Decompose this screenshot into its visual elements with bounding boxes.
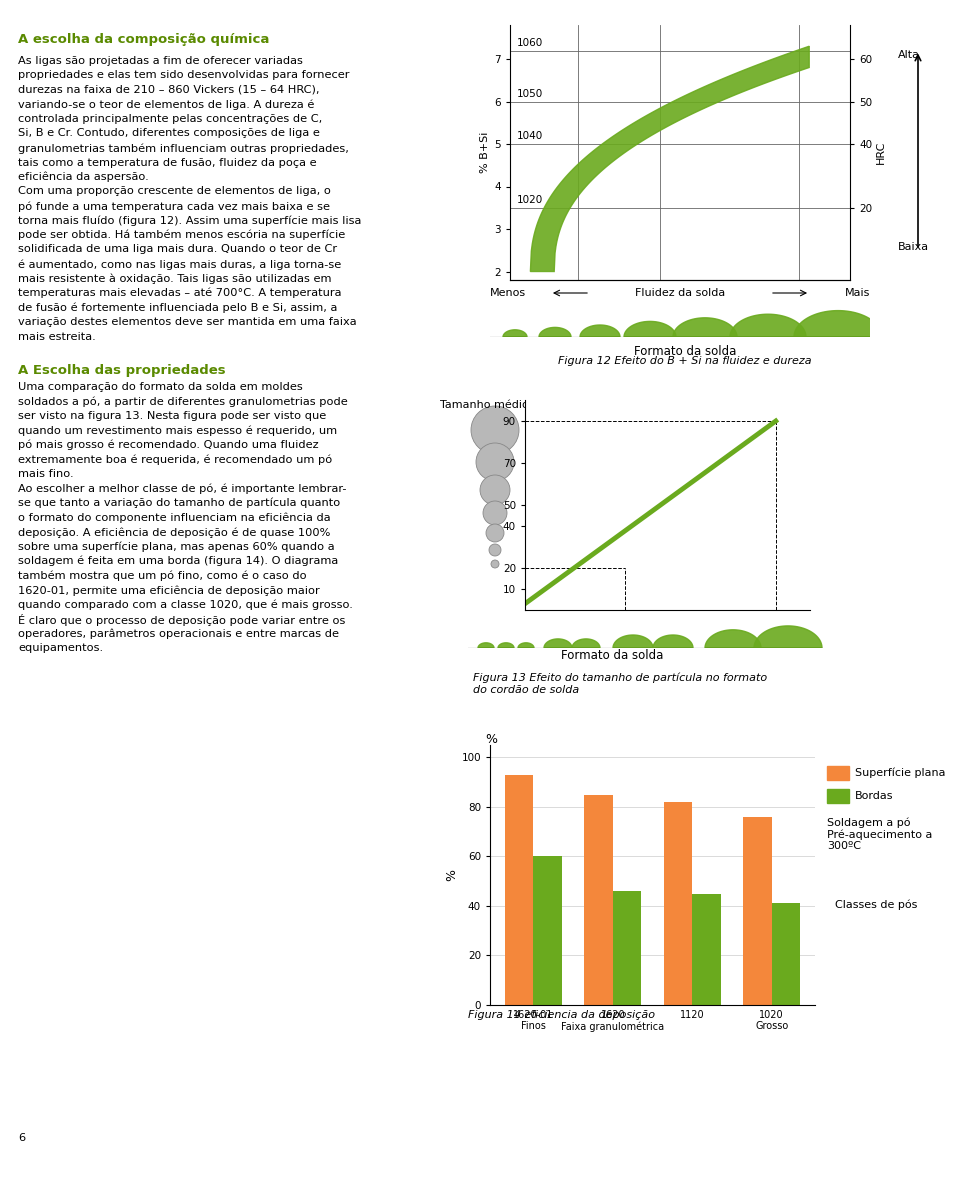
Polygon shape bbox=[580, 325, 620, 337]
Text: solidificada de uma liga mais dura. Quando o teor de Cr: solidificada de uma liga mais dura. Quan… bbox=[18, 244, 337, 254]
Text: pó funde a uma temperatura cada vez mais baixa e se: pó funde a uma temperatura cada vez mais… bbox=[18, 201, 330, 211]
Text: eficiência da aspersão.: eficiência da aspersão. bbox=[18, 172, 149, 183]
Text: soldados a pó, a partir de diferentes granulometrias pode: soldados a pó, a partir de diferentes gr… bbox=[18, 397, 348, 407]
Circle shape bbox=[489, 544, 501, 556]
Text: Mais: Mais bbox=[845, 288, 870, 298]
Polygon shape bbox=[624, 321, 676, 337]
Text: o formato do componente influenciam na eficiência da: o formato do componente influenciam na e… bbox=[18, 513, 330, 523]
Text: variando-se o teor de elementos de liga. A dureza é: variando-se o teor de elementos de liga.… bbox=[18, 99, 314, 110]
Y-axis label: HRC: HRC bbox=[876, 141, 886, 164]
Text: quando um revestimento mais espesso é requerido, um: quando um revestimento mais espesso é re… bbox=[18, 425, 337, 436]
Text: 6: 6 bbox=[18, 1133, 25, 1143]
Text: %: % bbox=[485, 733, 497, 746]
Text: 1050: 1050 bbox=[516, 89, 543, 99]
Text: A Escolha das propriedades: A Escolha das propriedades bbox=[18, 364, 226, 377]
Text: granulometrias também influenciam outras propriedades,: granulometrias também influenciam outras… bbox=[18, 143, 348, 154]
Text: Si, B e Cr. Contudo, diferentes composições de liga e: Si, B e Cr. Contudo, diferentes composiç… bbox=[18, 129, 320, 138]
Polygon shape bbox=[539, 327, 571, 337]
Circle shape bbox=[483, 501, 507, 526]
Polygon shape bbox=[478, 642, 494, 648]
Text: pode ser obtida. Há também menos escória na superfície: pode ser obtida. Há também menos escória… bbox=[18, 230, 346, 241]
Text: temperaturas mais elevadas – até 700°C. A temperatura: temperaturas mais elevadas – até 700°C. … bbox=[18, 288, 342, 299]
Text: A escolha da composição química: A escolha da composição química bbox=[18, 33, 270, 46]
Bar bbox=[663, 802, 692, 1005]
Text: Uma comparação do formato da solda em moldes: Uma comparação do formato da solda em mo… bbox=[18, 381, 302, 392]
Text: Classes de pós: Classes de pós bbox=[835, 900, 918, 911]
Text: ser visto na figura 13. Nesta figura pode ser visto que: ser visto na figura 13. Nesta figura pod… bbox=[18, 411, 326, 420]
Text: também mostra que um pó fino, como é o caso do: também mostra que um pó fino, como é o c… bbox=[18, 570, 306, 581]
Bar bbox=[585, 795, 612, 1005]
Text: Figura 14 eficiencia da deposição: Figura 14 eficiencia da deposição bbox=[468, 1010, 655, 1020]
Text: Baixa: Baixa bbox=[898, 242, 928, 252]
Text: sobre uma superfície plana, mas apenas 60% quando a: sobre uma superfície plana, mas apenas 6… bbox=[18, 542, 335, 552]
Text: 1040: 1040 bbox=[516, 131, 543, 142]
Text: Tamanho médio μm: Tamanho médio μm bbox=[440, 400, 550, 411]
Polygon shape bbox=[544, 639, 572, 648]
Text: Soldagem a pó
Pré-aquecimento a
300ºC: Soldagem a pó Pré-aquecimento a 300ºC bbox=[827, 817, 932, 852]
Text: variação destes elementos deve ser mantida em uma faixa: variação destes elementos deve ser manti… bbox=[18, 317, 356, 327]
Text: As ligas são projetadas a fim de oferecer variadas: As ligas são projetadas a fim de oferece… bbox=[18, 56, 302, 66]
Text: Formato da solda: Formato da solda bbox=[561, 650, 663, 663]
Polygon shape bbox=[613, 635, 653, 648]
Text: Fluidez da solda: Fluidez da solda bbox=[635, 288, 725, 298]
Bar bbox=[772, 903, 801, 1005]
Circle shape bbox=[480, 475, 510, 505]
Text: Alta: Alta bbox=[898, 50, 920, 59]
Text: Bordas: Bordas bbox=[855, 791, 894, 801]
Text: controlada principalmente pelas concentrações de C,: controlada principalmente pelas concentr… bbox=[18, 115, 323, 124]
Circle shape bbox=[471, 406, 519, 454]
Polygon shape bbox=[503, 329, 527, 337]
Text: É claro que o processo de deposição pode variar entre os: É claro que o processo de deposição pode… bbox=[18, 614, 346, 626]
Text: extremamente boa é requerida, é recomendado um pó: extremamente boa é requerida, é recomend… bbox=[18, 455, 332, 465]
Text: soldagem é feita em uma borda (figura 14). O diagrama: soldagem é feita em uma borda (figura 14… bbox=[18, 556, 338, 567]
Y-axis label: %: % bbox=[445, 869, 459, 881]
Text: quando comparado com a classe 1020, que é mais grosso.: quando comparado com a classe 1020, que … bbox=[18, 600, 353, 611]
Text: 1020: 1020 bbox=[516, 195, 543, 205]
Y-axis label: % B+Si: % B+Si bbox=[480, 132, 491, 174]
Circle shape bbox=[491, 560, 499, 568]
Polygon shape bbox=[530, 46, 809, 272]
Bar bbox=[743, 817, 772, 1005]
Text: mais estreita.: mais estreita. bbox=[18, 332, 96, 341]
Polygon shape bbox=[705, 629, 761, 648]
Text: Ao escolher a melhor classe de pó, é importante lembrar-: Ao escolher a melhor classe de pó, é imp… bbox=[18, 483, 347, 494]
Text: Com uma proporção crescente de elementos de liga, o: Com uma proporção crescente de elementos… bbox=[18, 187, 331, 196]
Text: tais como a temperatura de fusão, fluidez da poça e: tais como a temperatura de fusão, fluide… bbox=[18, 157, 317, 168]
Polygon shape bbox=[673, 318, 737, 337]
Text: Figura 12 Efeito do B + Si na fluidez e dureza: Figura 12 Efeito do B + Si na fluidez e … bbox=[558, 355, 812, 366]
Polygon shape bbox=[730, 314, 806, 337]
Bar bbox=[534, 856, 562, 1005]
Text: operadores, parâmetros operacionais e entre marcas de: operadores, parâmetros operacionais e en… bbox=[18, 628, 339, 639]
Circle shape bbox=[476, 443, 514, 481]
Text: mais fino.: mais fino. bbox=[18, 469, 74, 479]
Text: 1060: 1060 bbox=[516, 38, 543, 48]
Bar bbox=[827, 766, 849, 779]
Polygon shape bbox=[498, 642, 514, 648]
Circle shape bbox=[486, 524, 504, 542]
Polygon shape bbox=[572, 639, 600, 648]
Text: propriedades e elas tem sido desenvolvidas para fornecer: propriedades e elas tem sido desenvolvid… bbox=[18, 71, 349, 80]
Polygon shape bbox=[794, 311, 882, 337]
Bar bbox=[505, 775, 534, 1005]
Text: deposição. A eficiência de deposição é de quase 100%: deposição. A eficiência de deposição é d… bbox=[18, 527, 330, 537]
Text: equipamentos.: equipamentos. bbox=[18, 642, 103, 653]
Text: mais resistente à oxidação. Tais ligas são utilizadas em: mais resistente à oxidação. Tais ligas s… bbox=[18, 274, 331, 283]
Text: Figura 13 Efeito do tamanho de partícula no formato
do cordão de solda: Figura 13 Efeito do tamanho de partícula… bbox=[473, 673, 768, 694]
Bar bbox=[827, 789, 849, 803]
Text: durezas na faixa de 210 – 860 Vickers (15 – 64 HRC),: durezas na faixa de 210 – 860 Vickers (1… bbox=[18, 85, 320, 94]
Bar bbox=[692, 894, 721, 1005]
Text: pó mais grosso é recomendado. Quando uma fluidez: pó mais grosso é recomendado. Quando uma… bbox=[18, 441, 319, 450]
Polygon shape bbox=[653, 635, 693, 648]
Text: Menos: Menos bbox=[490, 288, 526, 298]
Text: é aumentado, como nas ligas mais duras, a liga torna-se: é aumentado, como nas ligas mais duras, … bbox=[18, 259, 341, 269]
Text: Formato da solda: Formato da solda bbox=[634, 345, 736, 358]
Bar bbox=[612, 892, 641, 1005]
Text: se que tanto a variação do tamanho de partícula quanto: se que tanto a variação do tamanho de pa… bbox=[18, 498, 340, 509]
Text: 1620-01, permite uma eficiência de deposição maior: 1620-01, permite uma eficiência de depos… bbox=[18, 585, 320, 595]
Text: torna mais fluído (figura 12). Assim uma superfície mais lisa: torna mais fluído (figura 12). Assim uma… bbox=[18, 215, 361, 226]
Text: Superfície plana: Superfície plana bbox=[855, 768, 946, 778]
Text: de fusão é fortemente influenciada pelo B e Si, assim, a: de fusão é fortemente influenciada pelo … bbox=[18, 302, 337, 313]
Polygon shape bbox=[518, 642, 534, 648]
Polygon shape bbox=[754, 626, 822, 648]
